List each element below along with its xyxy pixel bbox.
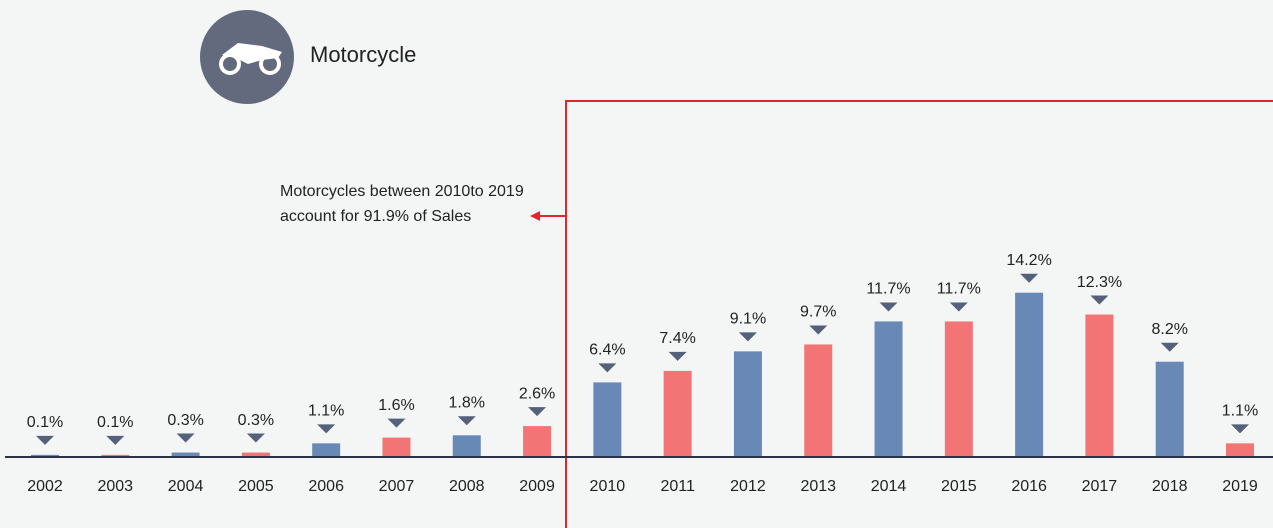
bar (171, 452, 200, 456)
chart-title: Motorcycle (310, 42, 416, 67)
x-tick-label: 2019 (1222, 478, 1258, 495)
x-tick-label: 2009 (519, 478, 555, 495)
marker-triangle (668, 351, 687, 361)
bar (241, 452, 270, 456)
bar (733, 351, 762, 456)
value-label: 1.1% (1222, 403, 1258, 420)
bar (874, 321, 903, 456)
value-label: 12.3% (1077, 274, 1122, 291)
value-label: 14.2% (1006, 252, 1051, 269)
marker-triangle (1160, 342, 1179, 352)
x-tick-label: 2003 (97, 478, 133, 495)
x-tick-label: 2014 (871, 478, 907, 495)
bar (452, 435, 481, 456)
bar (944, 321, 973, 456)
marker-triangle (1090, 295, 1109, 305)
x-tick-label: 2018 (1152, 478, 1188, 495)
marker-triangle (387, 418, 406, 428)
marker-triangle (738, 332, 757, 342)
x-tick-label: 2016 (1011, 478, 1047, 495)
marker-triangle (106, 435, 125, 445)
value-label: 0.3% (167, 412, 203, 429)
bar (101, 454, 130, 456)
bar (1155, 361, 1184, 456)
bar (1085, 314, 1114, 456)
marker-triangle (528, 407, 547, 417)
marker-triangle (949, 302, 968, 312)
x-tick-label: 2015 (941, 478, 977, 495)
marker-triangle (317, 424, 336, 434)
x-tick-label: 2002 (27, 478, 63, 495)
bar (663, 370, 692, 456)
x-tick-label: 2013 (800, 478, 836, 495)
marker-triangle (36, 435, 54, 445)
value-label: 9.7% (800, 304, 836, 321)
value-label: 1.8% (449, 395, 485, 412)
bar (1015, 292, 1044, 456)
marker-triangle (1020, 273, 1039, 283)
bar (312, 443, 341, 456)
bar (1226, 443, 1254, 456)
x-tick-label: 2012 (730, 478, 766, 495)
x-tick-label: 2008 (449, 478, 485, 495)
arrow-head (530, 211, 540, 221)
value-label: 2.6% (519, 385, 555, 402)
bar (593, 382, 622, 456)
value-label: 6.4% (589, 342, 625, 359)
value-label: 7.4% (659, 330, 695, 347)
x-tick-label: 2005 (238, 478, 274, 495)
marker-triangle (246, 433, 265, 443)
bar (31, 454, 59, 456)
annotation: Motorcycles between 2010to 2019 (280, 183, 524, 200)
value-label: 1.6% (378, 397, 414, 414)
x-tick-label: 2007 (379, 478, 415, 495)
marker-triangle (1231, 424, 1249, 434)
value-label: 0.1% (27, 414, 63, 431)
value-label: 11.7% (937, 281, 981, 298)
value-label: 9.1% (730, 311, 766, 328)
marker-triangle (457, 416, 476, 426)
motorcycle-icon (200, 10, 294, 104)
marker-triangle (879, 302, 898, 312)
bar (804, 344, 833, 456)
value-label: 1.1% (308, 403, 344, 420)
x-tick-label: 2004 (168, 478, 204, 495)
value-label: 8.2% (1151, 321, 1187, 338)
value-label: 11.7% (866, 281, 910, 298)
marker-triangle (809, 325, 828, 335)
bar (382, 437, 411, 456)
value-label: 0.3% (238, 412, 274, 429)
x-tick-label: 2017 (1082, 478, 1118, 495)
marker-triangle (598, 363, 617, 373)
bracket (565, 100, 1273, 528)
x-tick-label: 2010 (590, 478, 626, 495)
x-tick-label: 2006 (308, 478, 344, 495)
marker-triangle (176, 433, 195, 443)
annotation: account for 91.9% of Sales (280, 208, 471, 225)
bar (523, 426, 552, 456)
x-tick-label: 2011 (660, 478, 695, 495)
value-label: 0.1% (97, 414, 133, 431)
